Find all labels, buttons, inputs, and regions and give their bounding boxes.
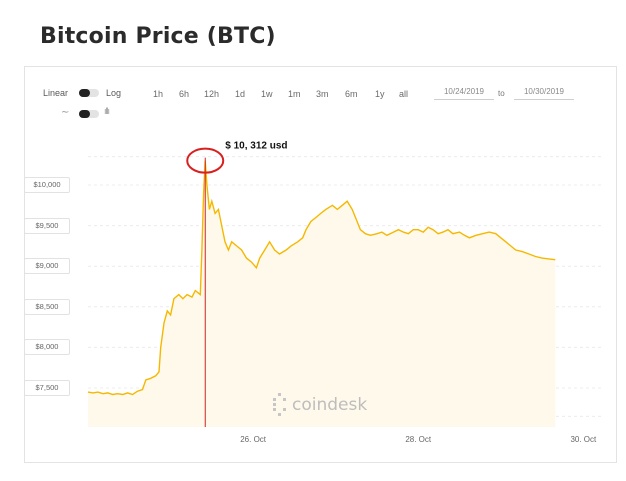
x-tick-label: 30. Oct [570,435,597,444]
y-tick-label: $8,500 [24,298,70,315]
y-tick-label: $9,000 [24,258,70,275]
line-chart-icon: ∼ [61,107,70,118]
timeframe-1h[interactable]: 1h [153,89,164,99]
y-tick-label: $10,000 [24,177,70,193]
price-area-fill [88,160,556,427]
timeframe-6m[interactable]: 6m [345,89,358,99]
x-axis-ticks: 26. Oct 28. Oct 30. Oct [240,435,597,444]
linear-label: Linear [43,88,69,98]
y-tick-label: $7,500 [24,380,70,396]
date-from-field[interactable]: 10/24/2019 [434,86,494,100]
price-line [87,160,556,396]
log-label: Log [106,88,122,98]
spike-highlight-circle [186,147,225,174]
coindesk-watermark: coindesk [273,393,367,416]
timeframe-3m[interactable]: 3m [316,89,329,99]
chart-type-toggle[interactable] [79,110,99,118]
to-label: to [498,89,505,98]
timeframe-1m[interactable]: 1m [288,89,301,99]
timeframe-all[interactable]: all [399,89,409,99]
toggle-knob [79,110,90,118]
candlestick-icon: ıllı [104,106,110,116]
scale-toggle[interactable] [79,89,99,97]
x-tick-label: 26. Oct [240,435,267,444]
coindesk-logo-icon [273,393,286,416]
timeframe-1w[interactable]: 1w [261,89,273,99]
date-to-field[interactable]: 10/30/2019 [514,86,574,100]
spike-price-annotation: $ 10, 312 usd [225,141,287,152]
timeframe-1d[interactable]: 1d [235,89,246,99]
y-tick-label: $8,000 [24,339,70,356]
timeframe-1y[interactable]: 1y [375,89,385,99]
x-tick-label: 28. Oct [405,435,432,444]
timeframe-12h[interactable]: 12h [204,89,220,99]
coindesk-watermark-text: coindesk [292,395,367,415]
page-title: Bitcoin Price (BTC) [40,24,276,49]
timeframe-6h[interactable]: 6h [179,89,190,99]
y-tick-label: $9,500 [24,217,70,234]
toggle-knob [79,89,90,97]
